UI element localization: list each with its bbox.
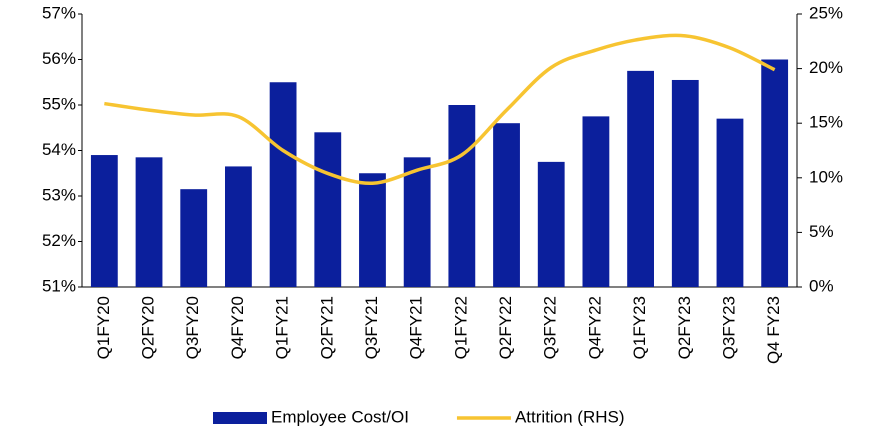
line [104,33,776,186]
bar [761,59,789,287]
x-tick-label: Q2FY21 [317,296,336,359]
y-tick-label: 51% [42,276,76,295]
y2-tick-label: 0% [809,276,834,295]
x-tick-label: Q3FY20 [183,296,202,359]
x-tick-label: Q3FY23 [719,296,738,359]
x-tick-label: Q3FY22 [541,296,560,359]
bar [627,70,654,287]
legend-swatch [213,412,267,424]
bar [180,189,208,287]
x-tick-label: Q2FY22 [496,296,515,359]
x-tick-label: Q1FY22 [451,296,470,359]
x-tick-label: Q2FY23 [675,296,694,359]
x-tick-label: Q4FY22 [585,296,604,359]
legend-label: Attrition (RHS) [515,407,625,426]
y-tick-label: 57% [42,3,76,22]
legend-label: Employee Cost/OI [271,407,409,426]
bar [225,166,252,287]
bar [403,157,431,287]
y-tick-label: 54% [42,140,76,159]
y2-tick-label: 25% [809,3,843,22]
y-tick-label: 55% [42,94,76,113]
x-tick-label: Q4FY20 [228,296,247,359]
y-tick-label: 52% [42,231,76,250]
bar [314,132,342,287]
bar [359,173,386,287]
y-tick-label: 53% [42,185,76,204]
x-tick-label: Q4FY21 [407,296,426,359]
bar [90,155,118,287]
x-tick-label: Q1FY23 [630,296,649,359]
y2-tick-label: 5% [809,222,834,241]
x-tick-label: Q4 FY23 [764,296,783,364]
y2-tick-label: 10% [809,167,843,186]
bar [671,79,699,287]
x-tick-label: Q2FY20 [139,296,158,359]
bar [269,82,297,287]
x-tick-label: Q3FY21 [362,296,381,359]
y-tick-label: 56% [42,49,76,68]
y2-tick-label: 15% [809,113,843,132]
bar [493,123,520,287]
y2-tick-label: 20% [809,58,843,77]
bar [537,161,565,287]
x-tick-label: Q1FY21 [273,296,292,359]
bar [582,116,610,287]
x-tick-label: Q1FY20 [94,296,113,359]
bar [716,118,744,288]
bar [448,105,476,287]
bar [135,157,163,287]
